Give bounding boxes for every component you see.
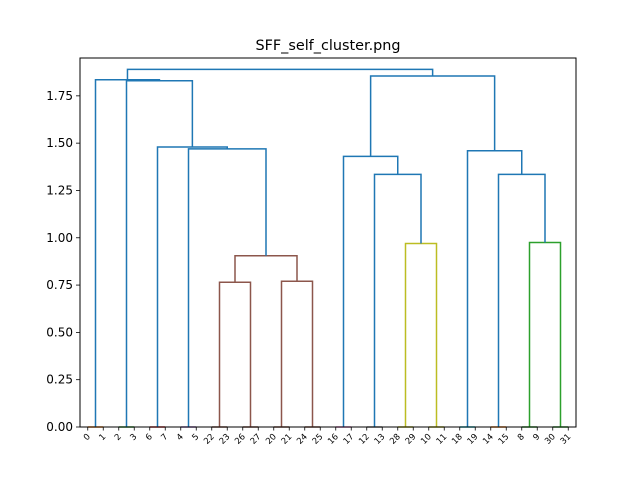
leaf-label: 28	[388, 432, 403, 447]
dendrogram-link-29	[94, 79, 161, 427]
leaf-label: 21	[280, 432, 295, 447]
y-tick-label: 1.00	[46, 231, 73, 245]
leaf-label: 11	[435, 432, 450, 447]
dendrogram-link-22	[497, 173, 546, 427]
leaf-label: 25	[311, 432, 326, 447]
dendrogram-link-17	[280, 280, 314, 427]
dendrogram-link-24	[466, 149, 523, 427]
dendrogram-link-16	[218, 281, 252, 427]
leaf-label: 29	[404, 432, 419, 447]
dendrogram-link-27	[369, 75, 496, 157]
leaf-label: 17	[342, 432, 357, 447]
leaf-label: 3	[128, 432, 139, 443]
y-tick-label: 0.00	[46, 420, 73, 434]
leaf-label: 23	[218, 432, 233, 447]
y-tick-label: 0.25	[46, 373, 73, 387]
dendrogram-links	[87, 68, 569, 428]
leaf-label: 18	[450, 432, 465, 447]
leaf-label: 16	[326, 432, 341, 447]
dendrogram-link-25	[187, 148, 267, 427]
leaf-label: 13	[373, 432, 388, 447]
leaf-label: 14	[481, 432, 496, 447]
y-tick-label: 0.50	[46, 325, 73, 339]
leaf-label: 0	[82, 432, 93, 443]
dendrogram-link-26	[156, 146, 228, 427]
dendrogram-link-18	[234, 254, 298, 283]
leaf-label: 20	[264, 432, 279, 447]
y-axis: 0.00 0.25 0.50 0.75 1.00 1.25 1.50 1.75	[46, 89, 80, 434]
leaf-label: 19	[466, 432, 481, 447]
dendrogram-link-30	[126, 68, 434, 80]
leaf-label: 24	[295, 432, 310, 447]
y-tick-label: 1.75	[46, 89, 73, 103]
leaf-label: 22	[202, 432, 217, 447]
dendrogram-link-21	[373, 173, 422, 427]
leaf-label: 1	[97, 432, 108, 443]
leaf-label: 9	[531, 432, 542, 443]
dendrogram-link-28	[125, 79, 194, 427]
chart-title: SFF_self_cluster.png	[255, 38, 400, 54]
leaf-label: 30	[543, 432, 558, 447]
dendrogram-link-20	[528, 241, 562, 427]
leaf-label: 6	[144, 432, 155, 443]
leaf-label: 12	[357, 432, 372, 447]
leaf-label: 4	[175, 432, 186, 443]
leaf-label: 7	[159, 432, 170, 443]
leaf-label: 15	[497, 432, 512, 447]
leaf-label: 10	[419, 432, 434, 447]
x-axis: 0 1 2 3 6 7 4 5 22 23 26 27 20 21 24 25 16 17 12 13 28 29 10 11…	[82, 427, 573, 447]
leaf-label: 27	[249, 432, 264, 447]
leaf-label: 26	[233, 432, 248, 447]
leaf-label: 5	[190, 432, 201, 443]
dendrogram-link-19	[404, 242, 438, 427]
y-tick-label: 0.75	[46, 278, 73, 292]
dendrogram-link-23	[342, 155, 399, 427]
y-tick-label: 1.50	[46, 136, 73, 150]
leaf-label: 31	[559, 432, 574, 447]
plot-frame	[79, 57, 577, 428]
leaf-label: 8	[516, 432, 527, 443]
leaf-label: 2	[113, 432, 124, 443]
y-tick-label: 1.25	[46, 183, 73, 197]
